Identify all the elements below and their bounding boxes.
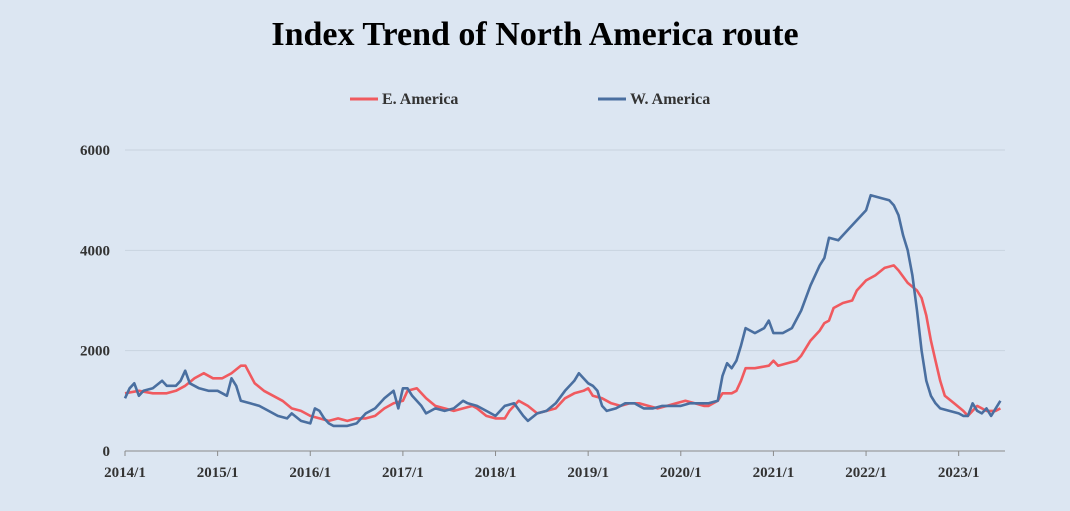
x-tick-label: 2014/1 [104, 465, 146, 481]
y-tick-label: 6000 [80, 143, 110, 159]
x-tick-label: 2023/1 [938, 465, 980, 481]
series-line-w-america [123, 193, 1002, 428]
legend: E. America W. America [350, 91, 710, 108]
x-tick-label: 2021/1 [753, 465, 795, 481]
x-tick-label: 2018/1 [475, 465, 517, 481]
x-tick-label: 2015/1 [197, 465, 239, 481]
y-tick-label: 4000 [80, 243, 110, 259]
gridlines [125, 149, 1005, 452]
y-axis-ticks: 0 2000 4000 6000 [80, 143, 110, 460]
series-line-e-america [124, 264, 1002, 423]
x-tick-label: 2017/1 [382, 465, 424, 481]
x-tick-label: 2020/1 [660, 465, 702, 481]
x-tick-label: 2022/1 [845, 465, 887, 481]
legend-label: E. America [382, 91, 458, 108]
chart-title: Index Trend of North America route [271, 16, 798, 53]
y-tick-label: 0 [103, 444, 111, 460]
series-lines [123, 193, 1002, 428]
x-tick-label: 2016/1 [289, 465, 331, 481]
legend-label: W. America [630, 91, 710, 108]
x-axis-ticks: 2014/1 2015/1 2016/1 2017/1 2018/1 2019/1 2020… [104, 451, 980, 481]
y-tick-label: 2000 [80, 344, 110, 360]
x-tick-label: 2019/1 [567, 465, 609, 481]
